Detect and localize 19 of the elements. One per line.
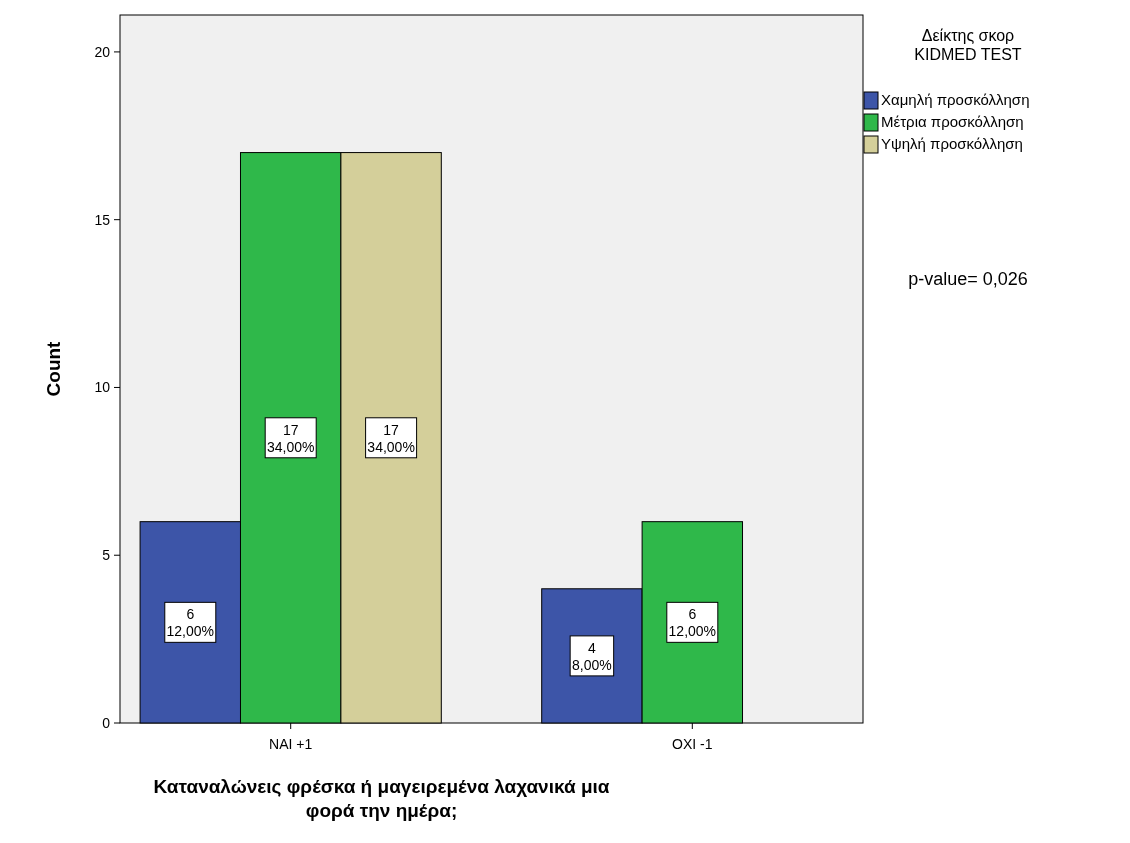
legend-label: Υψηλή προσκόλληση (881, 135, 1023, 152)
x-tick-label: NAI +1 (269, 736, 313, 752)
y-tick-label: 0 (102, 714, 111, 731)
data-label: 17 34,00% (367, 421, 415, 455)
legend-label: Μέτρια προσκόλληση (881, 113, 1024, 130)
data-label: 17 34,00% (266, 421, 315, 455)
text: p-value= 0,026 (908, 269, 1028, 289)
data-label: 6 12,00% (668, 606, 717, 640)
legend-title: Δείκτης σκορ KIDMED TEST (914, 27, 1022, 63)
y-tick-label: 20 (94, 43, 111, 60)
y-tick-label: 5 (102, 547, 111, 564)
x-tick-label: OXI -1 (672, 736, 713, 752)
legend-label: Χαμηλή προσκόλληση (881, 91, 1030, 108)
y-tick-label: 10 (94, 379, 111, 396)
data-label: 6 12,00% (166, 606, 215, 640)
x-axis-title: Καταναλώνεις φρέσκα ή μαγειρεμένα λαχανικά μια φορά την ημέρα; (153, 776, 610, 821)
y-tick-label: 15 (94, 211, 111, 228)
data-label: 4 8,00% (572, 639, 612, 673)
y-axis-title: Count (43, 340, 64, 397)
